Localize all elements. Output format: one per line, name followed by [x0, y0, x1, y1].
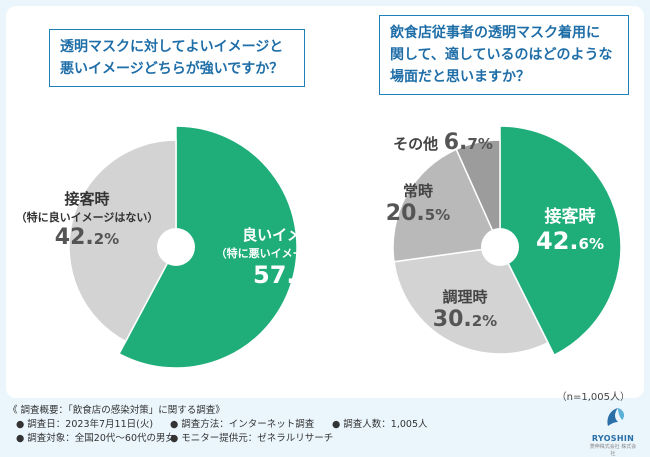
pie1-slice-0 [118, 125, 298, 369]
label-serve: 接客時 42.6% [525, 202, 615, 255]
sample-size: （n=1,005人） [556, 392, 630, 403]
always-pct: 20.5% [385, 201, 451, 226]
bad-image-sub: （特に良いイメージはない） [15, 211, 159, 224]
pie2-slice-0 [499, 125, 622, 357]
footer-title: 《 調査概要：「飲食店の感染対策」に関する調査》 [8, 405, 225, 416]
ryoshin-logo-icon [607, 408, 625, 426]
good-image-name: 良いイメージ [242, 226, 332, 244]
serve-pct: 42.6% [536, 227, 604, 255]
logo-word: RYOSHIN [591, 434, 635, 443]
footer-date: ● 調査日：2023年7月11日(火) [16, 419, 154, 430]
label-good-image: 良いイメージ （特に悪いイメージはない） 57.8% [212, 224, 362, 289]
always-name: 常時 [402, 182, 433, 200]
pie1-slice-1 [68, 139, 177, 343]
label-always: 常時 20.5% [378, 180, 458, 226]
good-image-sub: （特に悪いイメージはない） [215, 247, 359, 260]
ryoshin-logo: RYOSHIN 菱伸株式会社 株式会社 [588, 404, 638, 457]
serve-name: 接客時 [544, 207, 596, 227]
question-1-box: 透明マスクに対してよいイメージと 悪いイメージどちらが強いですか？ [49, 29, 305, 87]
pie-chart-2 [392, 125, 622, 357]
pie2-slice-3 [455, 139, 501, 248]
label-bad-image: 接客時 （特に良いイメージはない） 42.2% [12, 188, 162, 250]
footer-target: ● 調査対象：全国20代～60代の男女 [16, 433, 175, 444]
footer-method: ● 調査方法：インターネット調査 [170, 419, 315, 430]
pie2-slice-1 [393, 246, 549, 355]
good-image-pct: 57.8% [253, 261, 321, 289]
logo-sub: 菱伸株式会社 株式会社 [589, 444, 637, 457]
bad-image-name: 接客時 [64, 190, 110, 208]
pie-chart-1 [68, 125, 298, 369]
pie2-center-hole [481, 228, 519, 266]
footer-count: ● 調査人数：1,005人 [332, 419, 428, 430]
question-2-box: 飲食店従事者の透明マスク着用に 関して、適しているのはどのような 場面だと思いま… [379, 15, 629, 95]
cook-pct: 30.2% [432, 307, 498, 332]
cook-name: 調理時 [442, 288, 488, 306]
other-pct: 6.7% [443, 130, 493, 155]
bad-image-pct: 42.2% [54, 225, 120, 250]
label-other: その他 6.7% [388, 130, 498, 155]
footer-provider: ● モニター提供元：ゼネラルリサーチ [170, 433, 334, 444]
pie2-slice-2 [392, 148, 502, 263]
other-name: その他 [393, 135, 439, 153]
pie1-center-hole [157, 228, 195, 266]
label-cook: 調理時 30.2% [420, 286, 510, 332]
